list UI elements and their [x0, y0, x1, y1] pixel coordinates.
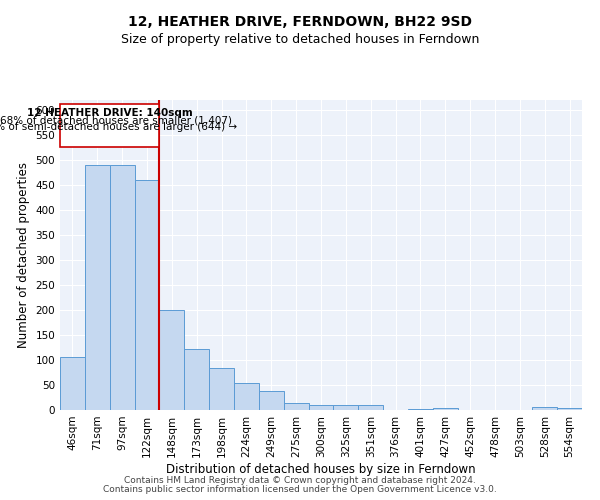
Text: 12 HEATHER DRIVE: 140sqm: 12 HEATHER DRIVE: 140sqm [27, 108, 193, 118]
Bar [110, 165, 134, 410]
Bar [433, 408, 458, 410]
Bar [308, 405, 334, 410]
Bar [60, 356, 85, 410]
Bar [160, 310, 184, 410]
Bar [334, 404, 358, 410]
Bar [234, 382, 259, 410]
Text: ← 68% of detached houses are smaller (1,407): ← 68% of detached houses are smaller (1,… [0, 116, 232, 126]
Text: Contains HM Land Registry data © Crown copyright and database right 2024.: Contains HM Land Registry data © Crown c… [124, 476, 476, 485]
Text: Size of property relative to detached houses in Ferndown: Size of property relative to detached ho… [121, 32, 479, 46]
Bar [209, 368, 234, 410]
Y-axis label: Number of detached properties: Number of detached properties [17, 162, 30, 348]
Bar [557, 408, 582, 410]
Bar [358, 405, 383, 410]
FancyBboxPatch shape [60, 104, 160, 146]
Bar [259, 391, 284, 410]
Bar [408, 409, 433, 410]
Bar [184, 349, 209, 410]
Text: Contains public sector information licensed under the Open Government Licence v3: Contains public sector information licen… [103, 485, 497, 494]
Text: 12, HEATHER DRIVE, FERNDOWN, BH22 9SD: 12, HEATHER DRIVE, FERNDOWN, BH22 9SD [128, 15, 472, 29]
Text: 31% of semi-detached houses are larger (644) →: 31% of semi-detached houses are larger (… [0, 122, 237, 132]
Bar [85, 165, 110, 410]
Bar [284, 402, 308, 410]
X-axis label: Distribution of detached houses by size in Ferndown: Distribution of detached houses by size … [166, 462, 476, 475]
Bar [532, 407, 557, 410]
Bar [134, 180, 160, 410]
